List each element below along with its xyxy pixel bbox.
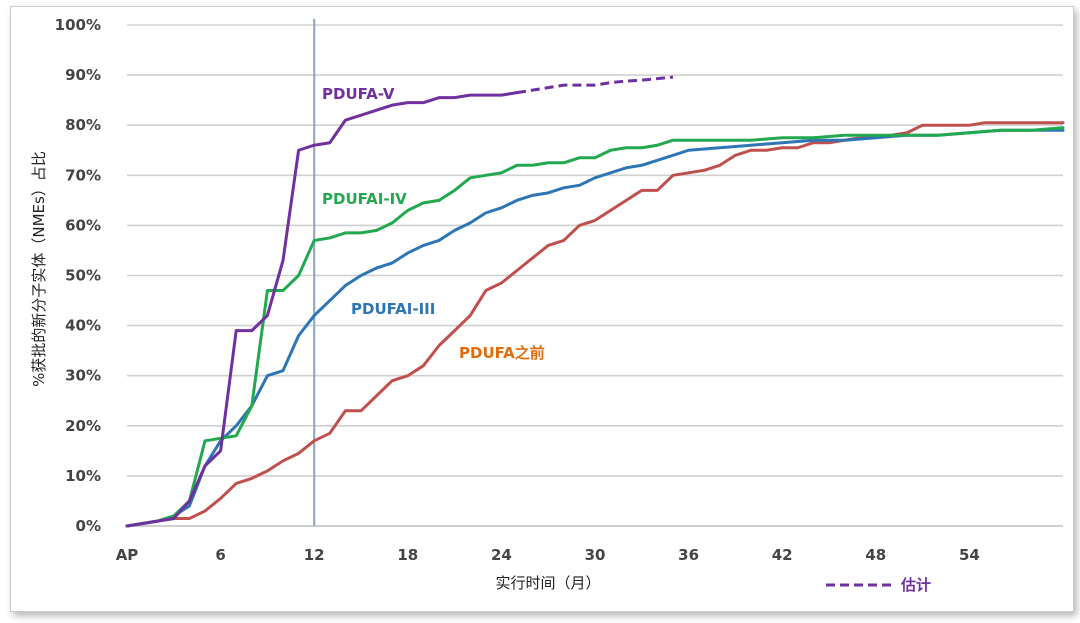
y-tick-label: 70% [65,166,101,184]
series-line-pdufai-iii [125,128,1065,528]
series-label-3: PDUFA之前 [459,344,545,362]
y-axis-title: %获批的新分子实体（NMEs）占比 [30,151,48,387]
y-tick-label: 60% [65,216,101,234]
line-chart: 0% 10% 20% 30% 40% 50% 60% 70% 80% 90% 100% AP 6 12 1… [30,16,1065,594]
x-tick-label: 24 [491,546,512,564]
x-tick-label: 6 [215,546,225,564]
series-lines [125,75,1065,528]
legend-label-estimate: 估计 [900,576,931,594]
y-tick-label: 0% [76,517,101,535]
series-label-1: PDUFAI-IV [322,190,407,208]
y-tick-label: 40% [65,317,101,335]
y-tick-label: 30% [65,367,101,385]
y-tick-label: 50% [65,267,101,285]
series-line-pdufa-v-estimate [516,75,674,95]
series-line-pdufa-pre [125,121,1065,528]
gridlines [127,24,1063,527]
x-tick-label: 12 [304,546,325,564]
legend: 估计 [826,576,931,594]
series-labels: PDUFA-V PDUFAI-IV PDUFAI-III PDUFA之前 [322,85,545,362]
x-tick-label: 36 [678,546,699,564]
x-tick-label: 18 [397,546,418,564]
x-tick-label: 54 [959,546,980,564]
x-axis-ticks: AP 6 12 18 24 30 36 42 48 54 [116,546,980,564]
x-axis-title: 实行时间（月） [495,574,600,592]
series-label-2: PDUFAI-III [351,300,435,318]
y-tick-label: 100% [55,16,101,34]
x-tick-label: 42 [772,546,793,564]
y-tick-label: 10% [65,467,101,485]
chart-frame: 0% 10% 20% 30% 40% 50% 60% 70% 80% 90% 100% AP 6 12 1… [10,6,1074,612]
x-tick-label: 30 [585,546,606,564]
y-tick-label: 80% [65,116,101,134]
y-tick-label: 20% [65,417,101,435]
series-label-0: PDUFA-V [322,85,395,103]
x-tick-label: 48 [865,546,886,564]
series-line-pdufai-iv [125,126,1065,528]
series-line-pdufa-v [125,91,519,528]
x-tick-label: AP [116,546,139,564]
y-tick-label: 90% [65,66,101,84]
y-axis-ticks: 0% 10% 20% 30% 40% 50% 60% 70% 80% 90% 100% [55,16,101,535]
